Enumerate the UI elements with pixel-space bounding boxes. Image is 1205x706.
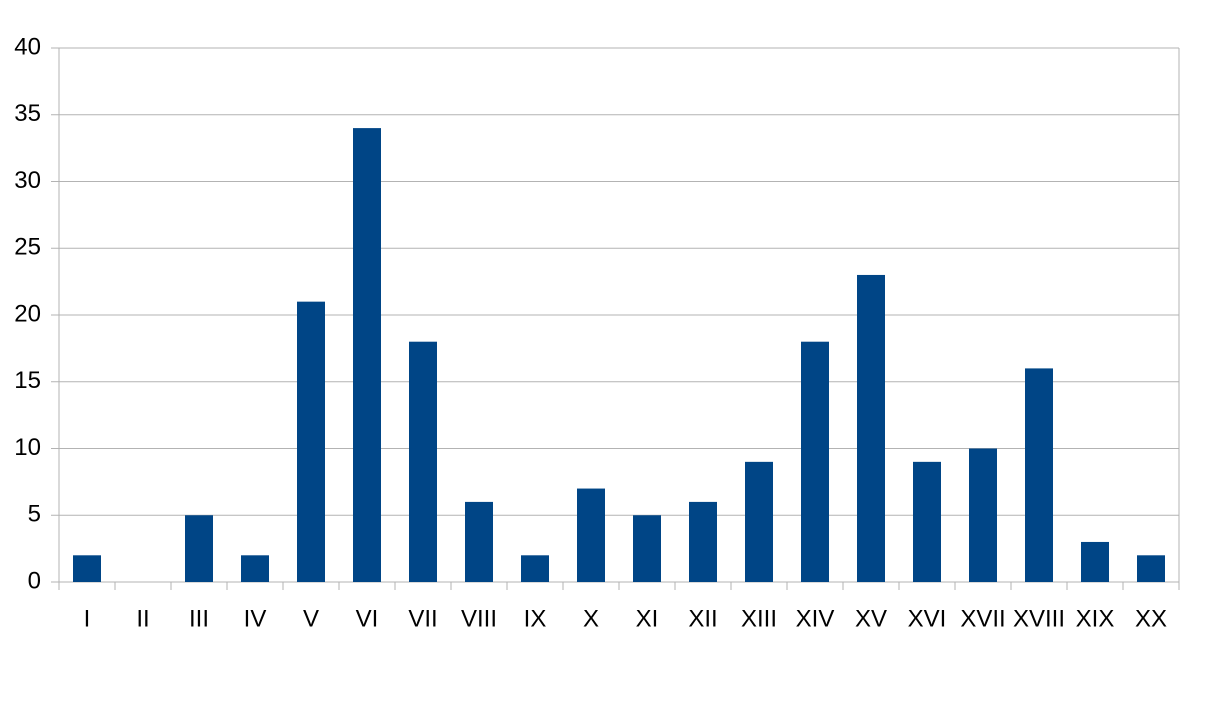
x-tick-label: XIX: [1076, 605, 1115, 632]
bar: [241, 555, 269, 582]
bar: [1025, 368, 1053, 582]
bar: [297, 301, 325, 582]
bar: [969, 448, 997, 582]
x-tick-label: XX: [1135, 605, 1167, 632]
x-tick-label: I: [84, 605, 91, 632]
y-tick-label: 30: [14, 167, 41, 194]
y-tick-label: 0: [28, 567, 41, 594]
bar: [353, 128, 381, 582]
x-tick-label: IV: [244, 605, 267, 632]
y-tick-label: 40: [14, 33, 41, 60]
x-tick-label: V: [303, 605, 319, 632]
y-tick-label: 25: [14, 234, 41, 261]
x-tick-label: XVII: [960, 605, 1005, 632]
x-tick-label: XIII: [741, 605, 777, 632]
x-tick-label: XI: [636, 605, 659, 632]
bar: [801, 341, 829, 582]
x-tick-label: VI: [356, 605, 379, 632]
bar: [745, 461, 773, 582]
x-tick-label: XVI: [908, 605, 947, 632]
bar: [857, 274, 885, 582]
y-tick-label: 5: [28, 501, 41, 528]
x-tick-label: XVIII: [1013, 605, 1065, 632]
bar: [1081, 541, 1109, 582]
x-tick-label: XIV: [796, 605, 835, 632]
x-tick-label: XII: [688, 605, 717, 632]
y-tick-label: 15: [14, 367, 41, 394]
bar: [185, 515, 213, 582]
x-tick-label: III: [189, 605, 209, 632]
y-tick-label: 10: [14, 434, 41, 461]
bar: [633, 515, 661, 582]
x-tick-label: VII: [408, 605, 437, 632]
bar: [577, 488, 605, 582]
y-tick-label: 35: [14, 100, 41, 127]
bar: [521, 555, 549, 582]
bar: [913, 461, 941, 582]
bar: [689, 501, 717, 582]
bar: [1137, 555, 1165, 582]
bar: [73, 555, 101, 582]
x-tick-label: II: [136, 605, 149, 632]
y-tick-label: 20: [14, 300, 41, 327]
x-tick-label: VIII: [461, 605, 497, 632]
bar: [409, 341, 437, 582]
bar: [465, 501, 493, 582]
x-tick-label: XV: [855, 605, 887, 632]
x-tick-label: X: [583, 605, 599, 632]
x-tick-label: IX: [524, 605, 547, 632]
